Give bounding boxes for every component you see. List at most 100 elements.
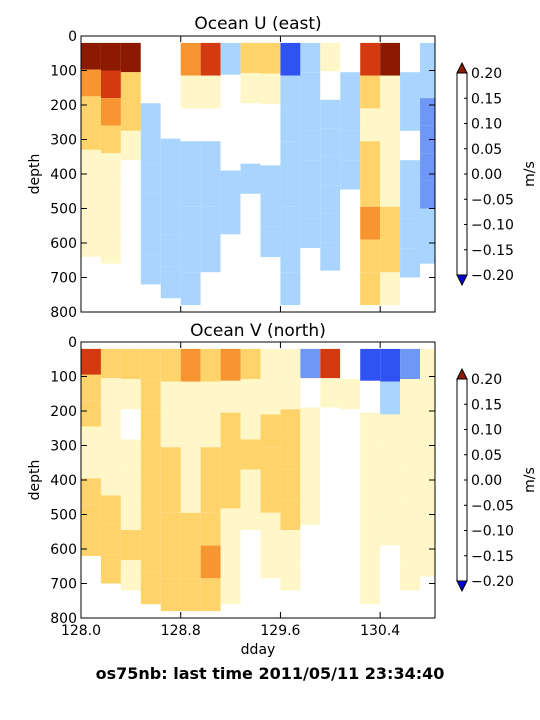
panel-v-cell xyxy=(81,530,101,556)
panel-v-cell xyxy=(320,495,341,525)
panel-v-ytick-label: 700 xyxy=(50,577,77,593)
panel-v-cell xyxy=(100,348,121,379)
panel-v-cell xyxy=(81,426,101,453)
panel-v-cell xyxy=(220,444,241,477)
panel-u-cell xyxy=(140,163,161,194)
panel-u-cell xyxy=(140,103,161,134)
panel-u-cell xyxy=(120,101,141,131)
panel-v-cell xyxy=(280,469,301,500)
panel-u-cell xyxy=(220,266,241,299)
panel-v-cell xyxy=(380,480,401,513)
panel-v-cell xyxy=(260,348,281,382)
panel-u-cell xyxy=(200,174,221,207)
panel-v-cell xyxy=(380,414,401,448)
panel-u-cell xyxy=(81,96,101,124)
panel-v-cell xyxy=(380,578,401,612)
panel-u-cell xyxy=(160,74,181,107)
panel-v-xlabel: dday xyxy=(241,642,276,658)
panel-u-cell xyxy=(200,108,221,142)
panel-u-cell xyxy=(300,130,321,161)
panel-v-cell xyxy=(300,524,321,555)
panel-v-colorbar-tick-label: 0.05 xyxy=(471,448,502,464)
panel-v-cell xyxy=(360,572,381,605)
panel-u-cell xyxy=(360,42,381,76)
panel-v-cell xyxy=(340,439,361,470)
panel-u-cell xyxy=(280,75,301,109)
panel-v-cell xyxy=(400,439,421,470)
panel-v-cell xyxy=(180,414,201,448)
panel-u-cell xyxy=(280,239,301,273)
panel-u-cell xyxy=(400,160,421,190)
panel-v-ytick-label: 100 xyxy=(50,370,77,386)
panel-v-cell xyxy=(140,540,161,573)
panel-v-ytick-label: 500 xyxy=(50,508,77,524)
panel-v-cell xyxy=(320,348,341,379)
panel-v-cell xyxy=(340,530,361,561)
panel-v-cell xyxy=(340,348,361,380)
panel-u-cell xyxy=(420,180,435,209)
panel-u-cell xyxy=(320,42,341,72)
panel-v-xtick-label: 128.8 xyxy=(161,623,201,639)
panel-v-cell xyxy=(200,414,221,448)
panel-v-cell xyxy=(220,380,241,413)
panel-v-cell xyxy=(160,348,181,382)
panel-v-cell xyxy=(320,407,341,437)
panel-v-cell xyxy=(420,491,435,520)
panel-v-title: Ocean V (north) xyxy=(190,321,326,341)
panel-v-cell xyxy=(81,452,101,479)
panel-v-cell xyxy=(140,572,161,605)
panel-u-ytick-label: 200 xyxy=(50,98,77,114)
panel-u-cell xyxy=(300,218,321,249)
panel-u-cell xyxy=(180,206,201,240)
panel-u-cell xyxy=(180,141,201,174)
panel-v-cell xyxy=(320,436,341,467)
panel-v-cell xyxy=(420,348,435,378)
panel-v-colorbar-tick-label: 0.15 xyxy=(471,397,502,413)
panel-u-cell xyxy=(240,103,261,134)
panel-v-colorbar-tick-label: −0.10 xyxy=(471,524,514,540)
panel-u-cell xyxy=(260,226,281,258)
panel-v-cell xyxy=(200,545,221,579)
panel-v-cell xyxy=(200,480,221,513)
panel-v-cell xyxy=(280,409,301,440)
panel-u-cell xyxy=(240,224,261,255)
panel-u-cell xyxy=(300,42,321,73)
panel-u-cell xyxy=(120,160,141,190)
panel-u-cell xyxy=(160,42,181,75)
panel-u-cell xyxy=(240,193,261,225)
panel-u-cell xyxy=(320,242,341,271)
panel-u-cell xyxy=(180,42,201,76)
panel-u-colorbar: 0.20 0.15 0.10 0.05 0.00 −0.05 −0.10 −0.15 −0.20… xyxy=(456,61,538,287)
panel-v-cell xyxy=(81,478,101,505)
panel-v-cell xyxy=(280,379,301,410)
panel-v-cell xyxy=(160,480,181,513)
panel-v-cell xyxy=(300,436,321,467)
panel-u-cell xyxy=(120,248,141,278)
panel-v-cell xyxy=(340,560,361,591)
panel-v-cell xyxy=(140,476,161,509)
panel-v-cell xyxy=(200,512,221,546)
panel-u-cell xyxy=(100,98,121,126)
panel-u-colorbar-label: m/s xyxy=(522,161,538,187)
panel-v-xtick-label: 130.4 xyxy=(360,623,400,639)
panel-u-cell xyxy=(280,206,301,240)
panel-u-cell xyxy=(81,149,101,177)
panel-v-cell xyxy=(200,381,221,415)
panel-v-cell xyxy=(320,466,341,496)
panel-v-cell xyxy=(340,409,361,440)
panel-v-cell xyxy=(200,447,221,480)
panel-v-cell xyxy=(100,378,121,408)
panel-v-cell xyxy=(220,540,241,573)
panel-u-cell xyxy=(340,101,361,131)
panel-u-colorbar-tick-label: −0.10 xyxy=(471,218,514,234)
panel-u-colorbar-tick-label: 0.00 xyxy=(471,167,502,183)
panel-u-cell xyxy=(140,254,161,285)
panel-u-cell xyxy=(380,174,401,207)
panel-u-cell xyxy=(260,165,281,196)
panel-u-ytick-label: 800 xyxy=(50,305,77,321)
panel-u-ytick-label: 300 xyxy=(50,133,77,149)
panel-v-cell xyxy=(300,495,321,525)
panel-v-cell xyxy=(280,348,301,380)
panel-v-plot-area xyxy=(81,348,435,612)
panel-v-cell xyxy=(240,348,261,380)
